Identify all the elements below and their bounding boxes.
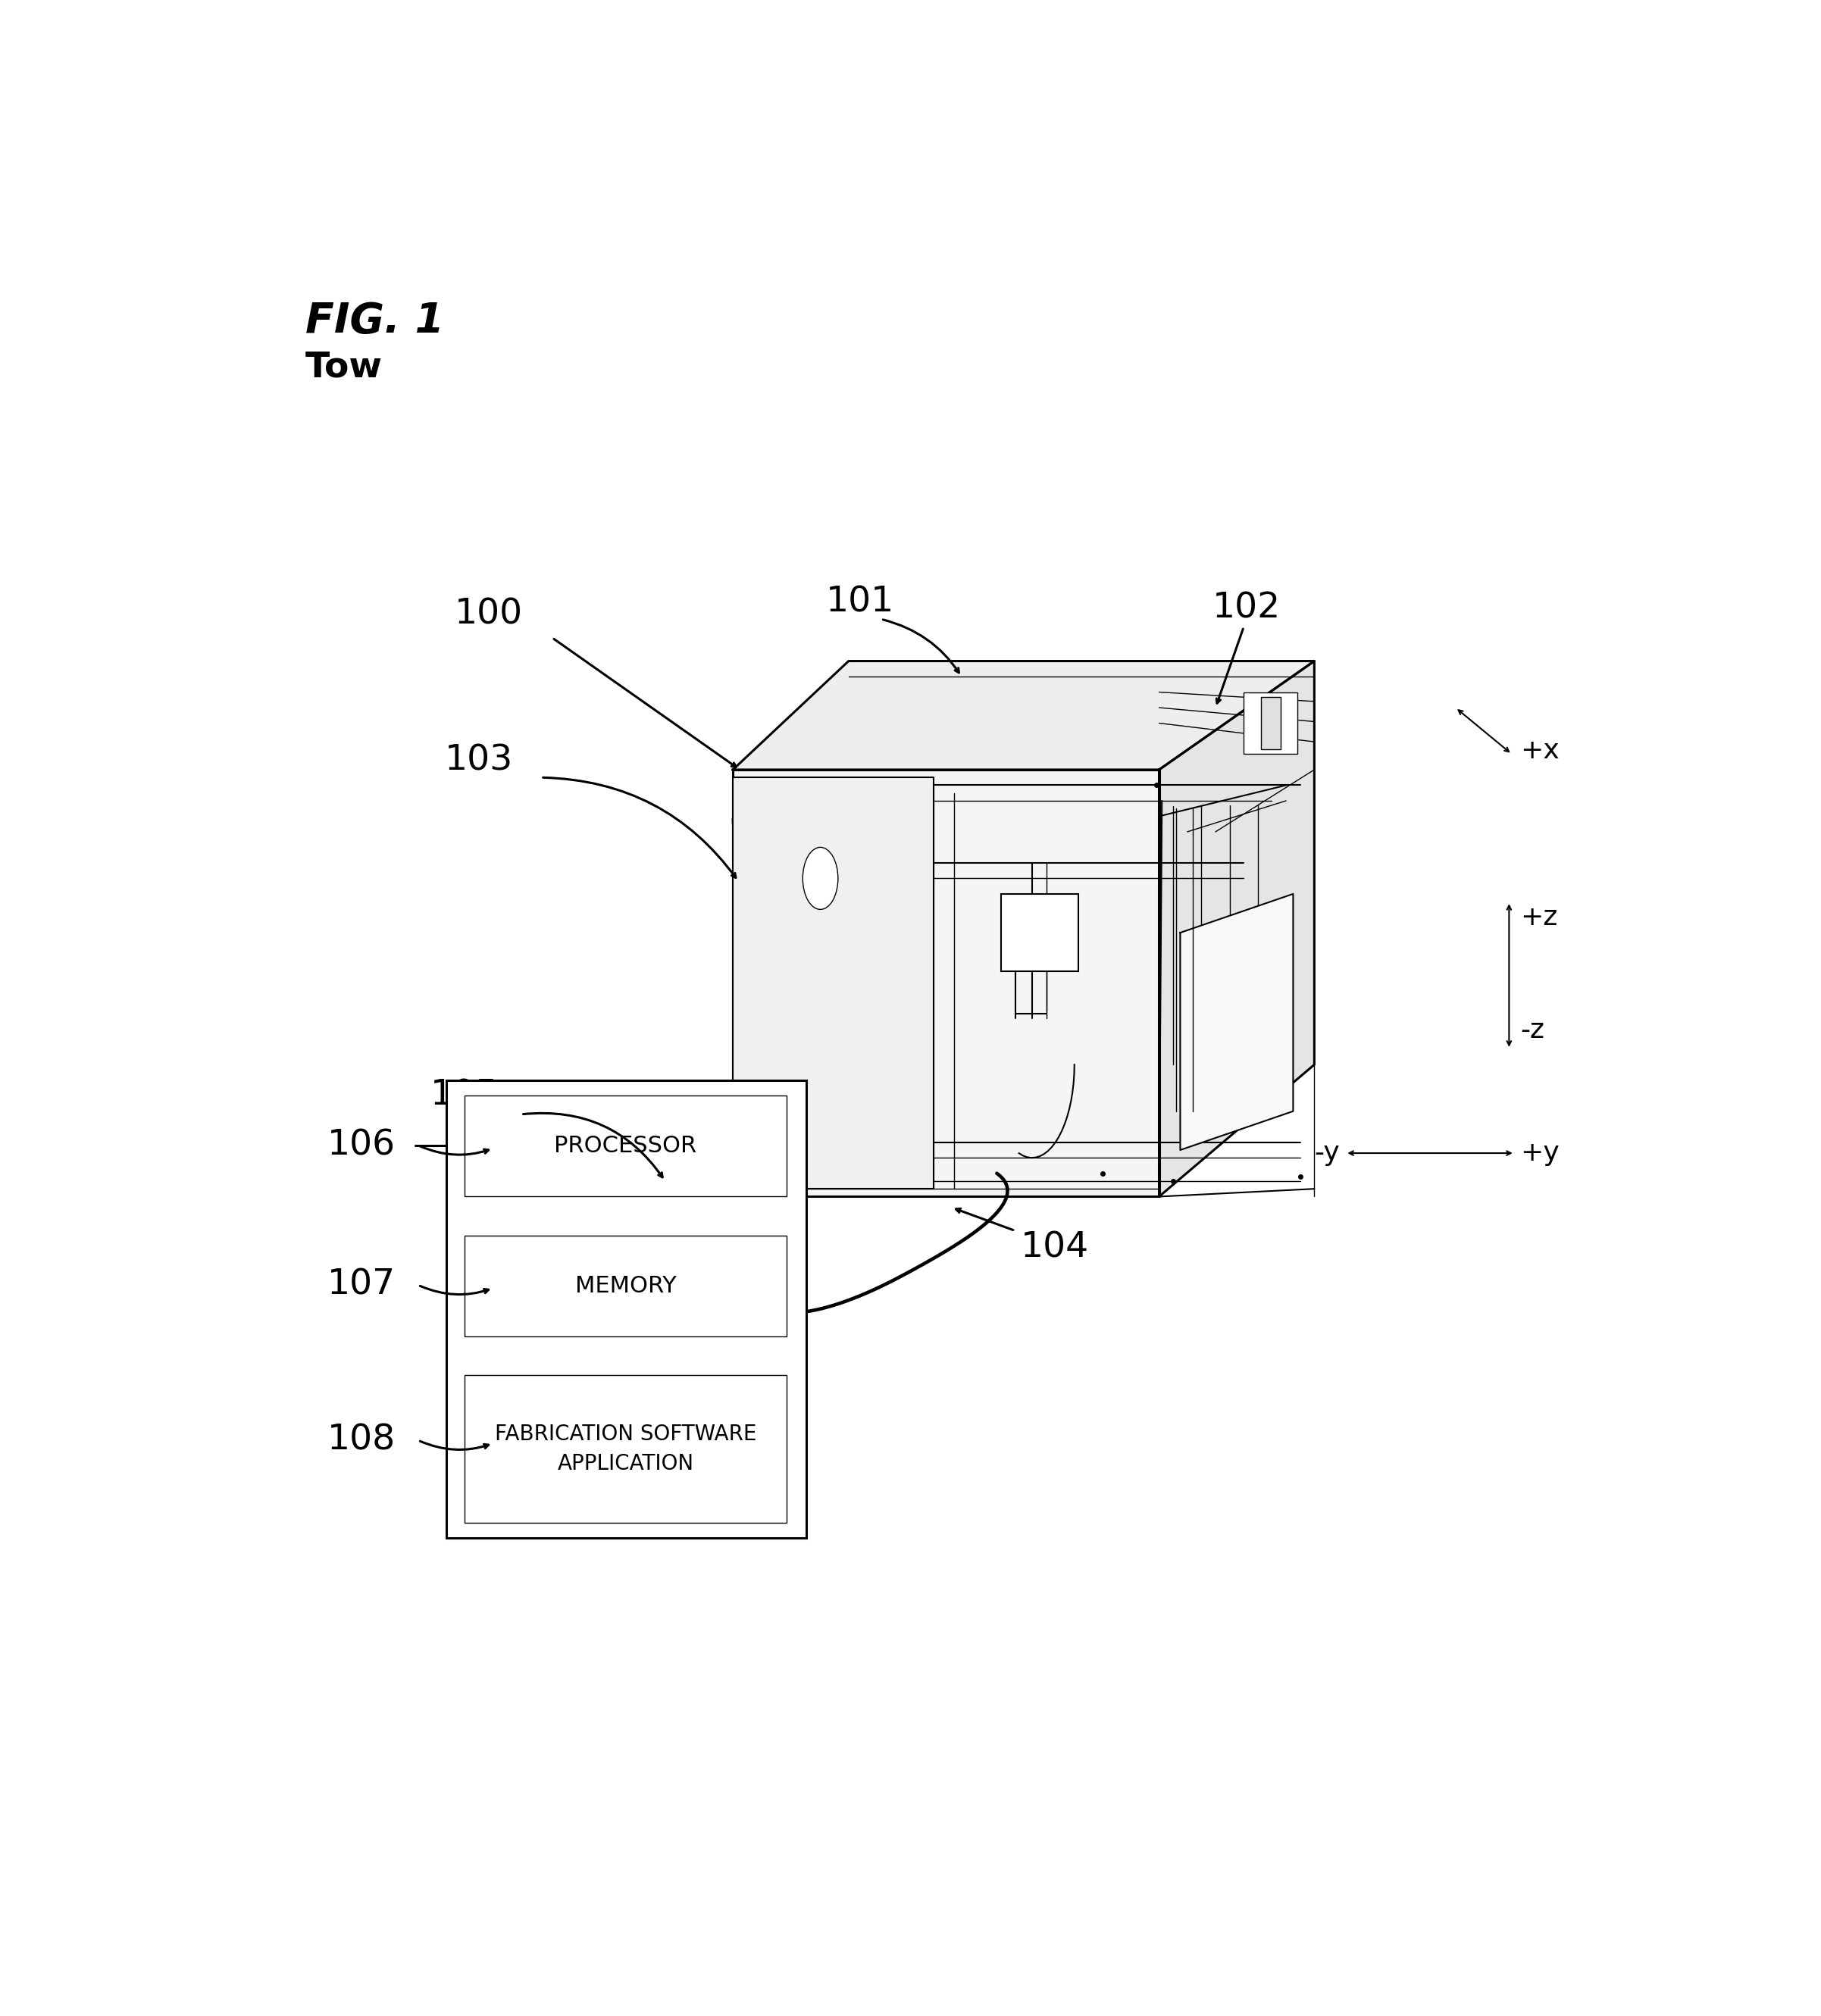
Text: FIG. 1: FIG. 1: [306, 300, 444, 343]
Polygon shape: [732, 770, 1160, 1198]
Text: 108: 108: [328, 1423, 395, 1458]
Text: 107: 107: [328, 1268, 395, 1302]
Polygon shape: [1180, 893, 1293, 1149]
Text: 103: 103: [444, 744, 514, 778]
Text: FABRICATION SOFTWARE
APPLICATION: FABRICATION SOFTWARE APPLICATION: [495, 1423, 756, 1474]
FancyBboxPatch shape: [1244, 691, 1297, 754]
Text: Tow: Tow: [306, 351, 382, 385]
FancyBboxPatch shape: [1260, 698, 1280, 750]
Text: -y: -y: [1315, 1141, 1340, 1165]
Text: 101: 101: [825, 585, 894, 619]
Polygon shape: [732, 661, 1315, 770]
FancyBboxPatch shape: [464, 1236, 787, 1337]
FancyBboxPatch shape: [446, 1081, 807, 1538]
FancyBboxPatch shape: [1002, 893, 1078, 972]
Text: +z: +z: [1521, 905, 1557, 929]
Text: +y: +y: [1521, 1141, 1559, 1165]
Text: -z: -z: [1521, 1018, 1544, 1044]
FancyBboxPatch shape: [464, 1097, 787, 1198]
Polygon shape: [732, 778, 934, 1189]
FancyBboxPatch shape: [464, 1375, 787, 1522]
Text: 102: 102: [1213, 591, 1280, 625]
Text: MEMORY: MEMORY: [575, 1274, 676, 1296]
Text: PROCESSOR: PROCESSOR: [554, 1135, 697, 1157]
Text: 100: 100: [455, 597, 523, 631]
Text: 106: 106: [328, 1129, 395, 1163]
Polygon shape: [1160, 661, 1315, 1198]
Ellipse shape: [803, 847, 838, 909]
Text: +x: +x: [1521, 738, 1559, 764]
Text: 104: 104: [1020, 1232, 1089, 1264]
Text: 105: 105: [430, 1079, 499, 1113]
